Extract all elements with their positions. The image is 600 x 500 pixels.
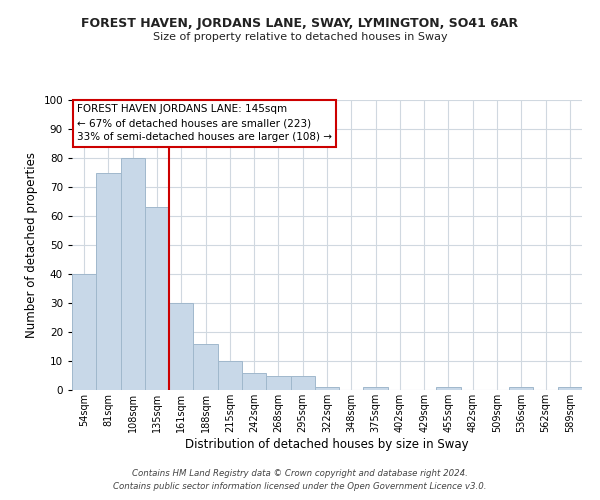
Bar <box>266 376 290 390</box>
Bar <box>72 274 96 390</box>
Bar <box>558 387 582 390</box>
Bar <box>436 387 461 390</box>
Bar <box>145 208 169 390</box>
Bar <box>290 376 315 390</box>
Text: FOREST HAVEN JORDANS LANE: 145sqm
← 67% of detached houses are smaller (223)
33%: FOREST HAVEN JORDANS LANE: 145sqm ← 67% … <box>77 104 332 142</box>
X-axis label: Distribution of detached houses by size in Sway: Distribution of detached houses by size … <box>185 438 469 450</box>
Bar <box>242 372 266 390</box>
Y-axis label: Number of detached properties: Number of detached properties <box>25 152 38 338</box>
Text: Contains HM Land Registry data © Crown copyright and database right 2024.: Contains HM Land Registry data © Crown c… <box>132 468 468 477</box>
Bar <box>218 361 242 390</box>
Bar <box>193 344 218 390</box>
Bar <box>509 387 533 390</box>
Text: FOREST HAVEN, JORDANS LANE, SWAY, LYMINGTON, SO41 6AR: FOREST HAVEN, JORDANS LANE, SWAY, LYMING… <box>82 18 518 30</box>
Bar <box>96 172 121 390</box>
Bar <box>121 158 145 390</box>
Text: Size of property relative to detached houses in Sway: Size of property relative to detached ho… <box>152 32 448 42</box>
Bar <box>315 387 339 390</box>
Text: Contains public sector information licensed under the Open Government Licence v3: Contains public sector information licen… <box>113 482 487 491</box>
Bar <box>364 387 388 390</box>
Bar <box>169 303 193 390</box>
